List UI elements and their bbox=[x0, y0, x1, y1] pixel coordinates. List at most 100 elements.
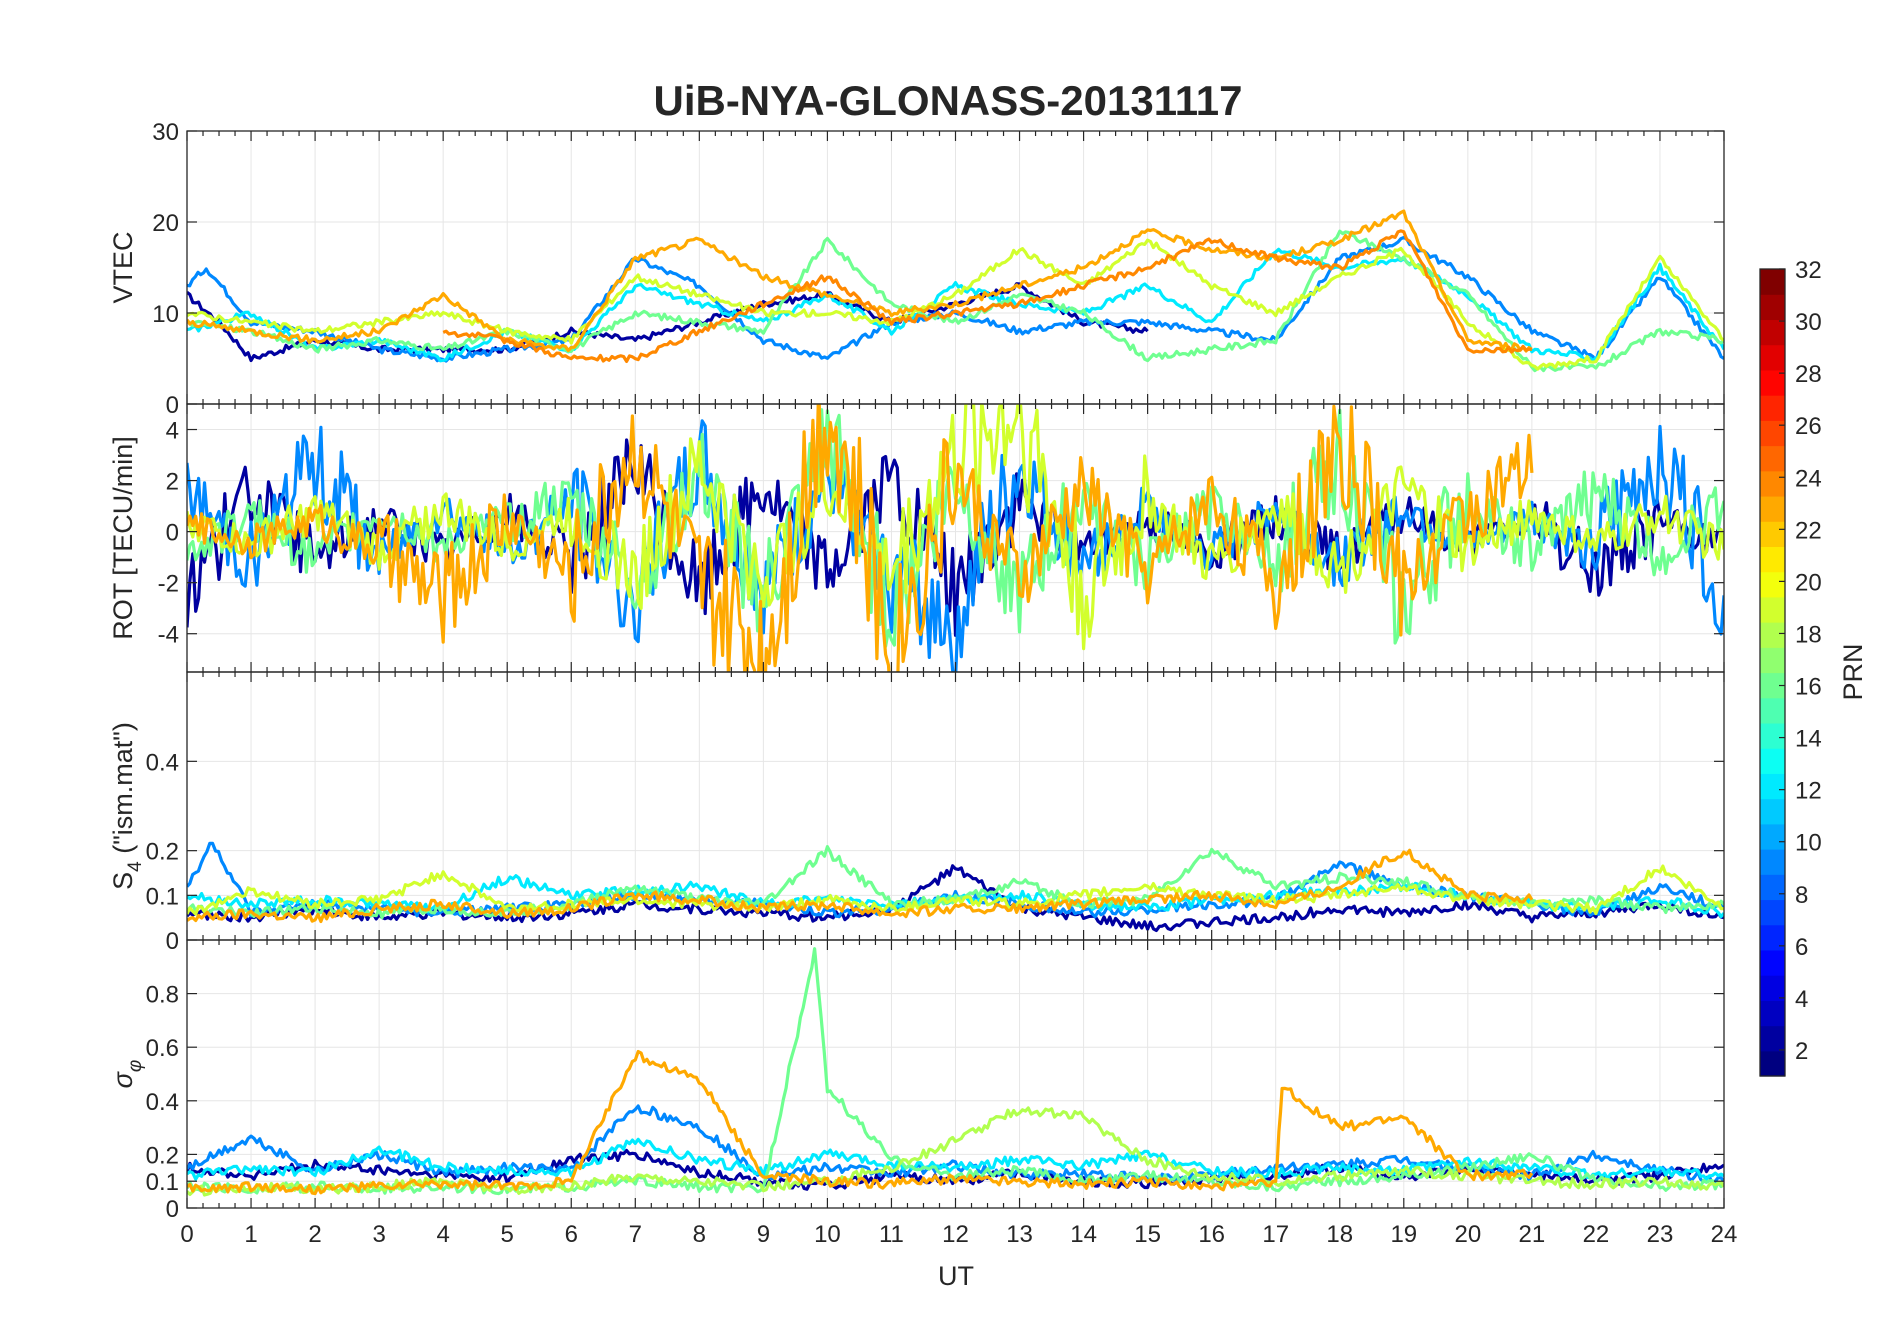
colorbar-segment bbox=[1760, 924, 1785, 951]
x-tick-label: 10 bbox=[814, 1221, 841, 1248]
y-axis-label: σφ bbox=[108, 1060, 146, 1089]
x-tick-label: 21 bbox=[1519, 1221, 1546, 1248]
series-group bbox=[187, 209, 1724, 373]
colorbar-segment bbox=[1760, 596, 1785, 623]
colorbar-segment bbox=[1760, 647, 1785, 674]
y-tick-label: 0 bbox=[166, 520, 179, 547]
x-tick-label: 1 bbox=[244, 1221, 257, 1248]
y-tick-label: 0 bbox=[166, 1196, 179, 1223]
y-tick-label: 0.4 bbox=[146, 1089, 179, 1116]
x-tick-label: 20 bbox=[1454, 1221, 1481, 1248]
colorbar-segment bbox=[1760, 773, 1785, 800]
colorbar-frame bbox=[1759, 268, 1786, 1077]
x-tick-label: 5 bbox=[501, 1221, 514, 1248]
colorbar-tick-label: 30 bbox=[1795, 309, 1822, 336]
y-axis-label: S4 ("ism.mat") bbox=[108, 722, 146, 890]
colorbar-segment bbox=[1760, 495, 1785, 522]
colorbar-segment bbox=[1760, 849, 1785, 875]
colorbar-tick-label: 12 bbox=[1795, 778, 1822, 805]
colorbar-segment bbox=[1760, 445, 1785, 472]
series-prn-12 bbox=[187, 247, 1724, 363]
colorbar-segment bbox=[1760, 722, 1785, 749]
series-group bbox=[187, 404, 1724, 672]
colorbar-segment bbox=[1760, 294, 1785, 321]
colorbar-segment bbox=[1760, 975, 1785, 1001]
colorbar-segment bbox=[1760, 395, 1785, 421]
colorbar-tick-label: 14 bbox=[1795, 726, 1822, 753]
colorbar-segment bbox=[1760, 319, 1785, 346]
colorbar-tick-label: 4 bbox=[1795, 986, 1808, 1013]
y-tick-label: -2 bbox=[158, 571, 179, 598]
colorbar-segment bbox=[1760, 949, 1785, 976]
series-prn-23 bbox=[187, 848, 1534, 924]
colorbar-segment bbox=[1760, 470, 1785, 497]
colorbar-segment bbox=[1760, 697, 1785, 724]
colorbar-segment bbox=[1760, 420, 1785, 447]
colorbar-tick-label: 26 bbox=[1795, 413, 1822, 440]
y-tick-label: 30 bbox=[152, 119, 179, 146]
colorbar-tick-label: 16 bbox=[1795, 674, 1822, 701]
y-tick-label: 0 bbox=[166, 928, 179, 955]
colorbar-tick-label: 6 bbox=[1795, 934, 1808, 961]
series-prn-2 bbox=[187, 864, 1724, 933]
x-tick-label: 19 bbox=[1390, 1221, 1417, 1248]
x-tick-label: 15 bbox=[1134, 1221, 1161, 1248]
colorbar-segment bbox=[1760, 369, 1785, 396]
x-tick-label: 6 bbox=[565, 1221, 578, 1248]
series-prn-24 bbox=[442, 229, 1533, 363]
y-tick-label: 20 bbox=[152, 210, 179, 237]
y-tick-label: 0.4 bbox=[146, 749, 179, 776]
colorbar-label: PRN bbox=[1838, 643, 1868, 700]
x-tick-label: 13 bbox=[1006, 1221, 1033, 1248]
colorbar-segment bbox=[1760, 344, 1785, 371]
colorbar-tick-label: 18 bbox=[1795, 621, 1822, 648]
series-group bbox=[187, 947, 1724, 1197]
y-axis-label: VTEC bbox=[108, 231, 138, 303]
series-prn-12 bbox=[187, 1137, 1724, 1181]
x-tick-label: 18 bbox=[1326, 1221, 1353, 1248]
colorbar-segment bbox=[1760, 899, 1785, 926]
y-tick-label: -4 bbox=[158, 622, 179, 649]
x-tick-label: 8 bbox=[693, 1221, 706, 1248]
colorbar-tick-label: 32 bbox=[1795, 257, 1822, 284]
x-tick-label: 9 bbox=[757, 1221, 770, 1248]
colorbar-tick-label: 28 bbox=[1795, 361, 1822, 388]
series-prn-16 bbox=[187, 947, 1724, 1196]
x-tick-label: 24 bbox=[1711, 1221, 1738, 1248]
colorbar-tick-label: 2 bbox=[1795, 1038, 1808, 1065]
colorbar-segment bbox=[1760, 748, 1785, 774]
x-tick-label: 16 bbox=[1198, 1221, 1225, 1248]
series-prn-23 bbox=[187, 1049, 1534, 1196]
y-tick-label: 0.8 bbox=[146, 982, 179, 1009]
colorbar-segment bbox=[1760, 798, 1785, 825]
series-prn-19 bbox=[187, 238, 1724, 371]
y-tick-label: 0.2 bbox=[146, 839, 179, 866]
colorbar-tick-label: 20 bbox=[1795, 569, 1822, 596]
x-tick-label: 0 bbox=[180, 1221, 193, 1248]
x-tick-label: 11 bbox=[879, 1221, 904, 1248]
colorbar-segment bbox=[1760, 571, 1785, 598]
colorbar-tick-label: 22 bbox=[1795, 517, 1822, 544]
y-tick-label: 0.2 bbox=[146, 1142, 179, 1169]
colorbar-segment bbox=[1760, 622, 1785, 648]
x-tick-label: 3 bbox=[372, 1221, 385, 1248]
colorbar-segment bbox=[1760, 874, 1785, 901]
panel-2: -4 -2 0 2 4 ROT [TECU/min] bbox=[108, 403, 1725, 673]
x-tick-label: 23 bbox=[1647, 1221, 1674, 1248]
x-tick-label: 17 bbox=[1262, 1221, 1289, 1248]
colorbar-segment bbox=[1760, 1025, 1785, 1052]
series-prn-23 bbox=[187, 404, 1534, 672]
colorbar-segment bbox=[1760, 823, 1785, 850]
x-tick-label: 22 bbox=[1583, 1221, 1610, 1248]
y-tick-label: 4 bbox=[166, 418, 179, 445]
series-prn-23 bbox=[187, 209, 1533, 353]
colorbar-segment bbox=[1760, 269, 1785, 295]
series-prn-16 bbox=[187, 229, 1724, 373]
colorbar-segment bbox=[1760, 546, 1785, 573]
colorbar-segment bbox=[1760, 521, 1785, 548]
y-tick-label: 0.1 bbox=[146, 883, 179, 910]
